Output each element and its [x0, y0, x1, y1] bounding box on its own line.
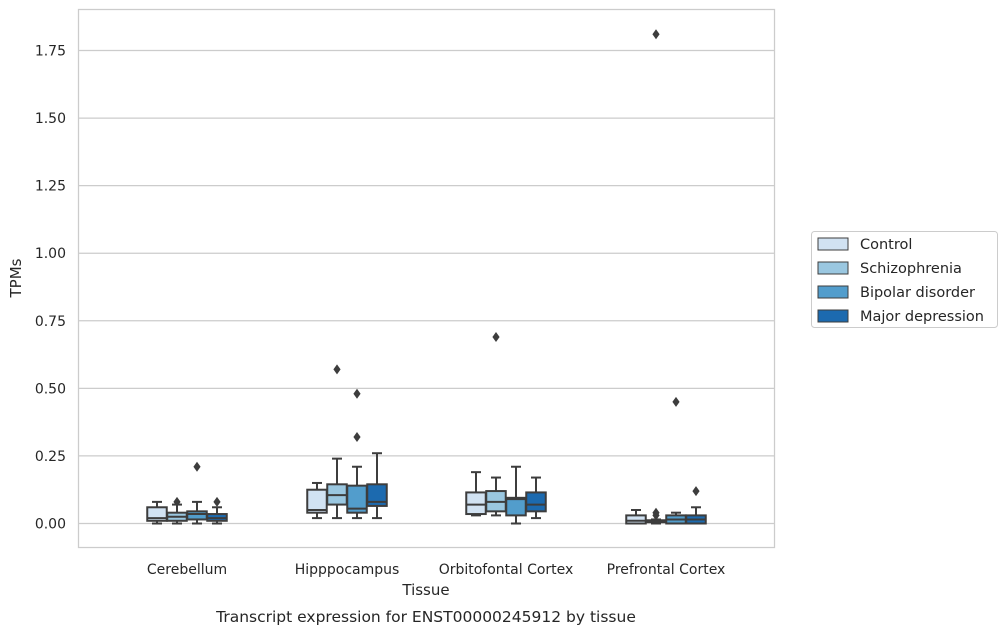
outlier-point — [492, 332, 500, 343]
outlier-point — [213, 496, 221, 507]
box-iqr — [465, 491, 487, 516]
outlier-point — [353, 388, 361, 399]
legend-swatch — [817, 261, 849, 275]
box-iqr — [366, 483, 388, 507]
chart-title: Transcript expression for ENST0000024591… — [215, 608, 636, 626]
x-tick-label: Hipppocampus — [295, 562, 400, 578]
box — [625, 508, 647, 525]
y-tick-label: 1.75 — [35, 44, 66, 60]
box — [645, 29, 667, 525]
outlier-point — [652, 29, 660, 40]
y-tick-label: 0.00 — [35, 517, 66, 533]
box — [206, 496, 228, 525]
legend-label: Major depression — [860, 309, 984, 325]
box-iqr — [505, 496, 527, 517]
x-axis-ticks: Cerebellum Hipppocampus Orbitofontal Corte… — [147, 562, 725, 578]
legend-label: Bipolar disorder — [860, 285, 975, 301]
box-plot-series — [146, 29, 707, 525]
y-tick-label: 0.50 — [35, 381, 66, 397]
plot-area-frame — [77, 8, 776, 549]
y-axis-label: TPMs — [7, 258, 25, 298]
legend-item: Bipolar disorder — [817, 285, 975, 301]
box — [685, 486, 707, 525]
y-tick-label: 1.00 — [35, 246, 66, 262]
legend: Control Schizophrenia Bipolar disorder Majo… — [811, 231, 998, 328]
legend-frame — [811, 231, 998, 328]
legend-swatch — [817, 309, 849, 323]
box — [505, 465, 527, 525]
y-gridlines — [78, 49, 775, 525]
box — [166, 496, 188, 525]
x-tick-label: Prefrontal Cortex — [607, 562, 726, 578]
outlier-point — [333, 364, 341, 375]
box — [485, 332, 507, 517]
legend-label: Schizophrenia — [860, 261, 962, 277]
outlier-point — [173, 496, 181, 507]
legend-swatch — [817, 285, 849, 299]
box — [306, 481, 328, 520]
x-tick-label: Cerebellum — [147, 562, 227, 578]
x-axis-label: Tissue — [401, 581, 449, 599]
box — [525, 476, 547, 520]
x-tick-label: Orbitofontal Cortex — [439, 562, 574, 578]
box — [186, 461, 208, 525]
box — [665, 396, 687, 525]
box-iqr — [186, 510, 208, 521]
legend-label: Control — [860, 237, 912, 253]
outlier-point — [652, 510, 660, 521]
outlier-point — [353, 432, 361, 443]
box — [465, 471, 487, 517]
y-tick-label: 1.25 — [35, 179, 66, 195]
y-tick-label: 0.75 — [35, 314, 66, 330]
legend-swatch — [817, 237, 849, 251]
box — [146, 500, 168, 525]
box — [366, 452, 388, 520]
y-tick-label: 1.50 — [35, 111, 66, 127]
outlier-point — [193, 461, 201, 472]
box — [326, 364, 348, 520]
legend-item: Major depression — [817, 309, 984, 325]
legend-item: Control — [817, 237, 912, 253]
outlier-point — [672, 396, 680, 407]
y-tick-label: 0.25 — [35, 449, 66, 465]
outlier-point — [692, 486, 700, 497]
legend-item: Schizophrenia — [817, 261, 962, 277]
box-iqr — [625, 514, 647, 525]
box-iqr — [525, 491, 547, 513]
y-axis-ticks: 0.00 0.25 0.50 0.75 1.00 1.25 1.50 1.75 — [35, 44, 66, 533]
box — [346, 388, 368, 520]
